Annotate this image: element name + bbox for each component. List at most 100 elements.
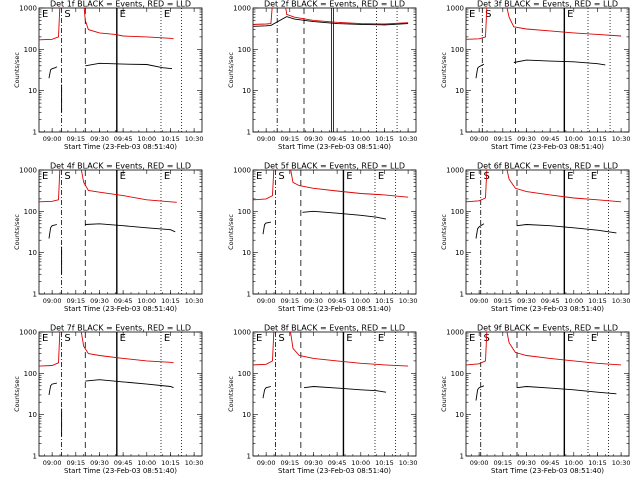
marker-label: S [485, 9, 491, 20]
chart-title: Det 9f BLACK = Events, RED = LLD [477, 324, 618, 333]
series-group [466, 170, 622, 239]
x-tick-label: 09:30 [90, 135, 109, 143]
lld-line [466, 332, 622, 366]
marker-label: E [567, 9, 573, 20]
lld-line [253, 8, 409, 25]
y-axis-label: Counts/sec [13, 376, 21, 412]
corner-label: E [256, 333, 262, 344]
marker-label: E [591, 171, 597, 182]
events-line [48, 66, 58, 79]
x-axis-label: Start Time (23-Feb-03 08:51:40) [64, 143, 177, 151]
events-line [475, 385, 485, 401]
chart-title: Det 2f BLACK = Events, RED = LLD [264, 0, 405, 9]
plot-frame [465, 331, 630, 457]
chart-title: Det 4f BLACK = Events, RED = LLD [50, 162, 191, 171]
x-tick-label: 09:30 [304, 297, 323, 305]
x-tick-label: 10:30 [185, 135, 204, 143]
x-axis-label: Start Time (23-Feb-03 08:51:40) [64, 305, 177, 313]
x-tick-label: 09:00 [43, 459, 62, 467]
x-tick-label: 09:45 [328, 297, 347, 305]
y-tick-label: 100 [238, 46, 251, 54]
y-tick-label: 1000 [233, 167, 251, 175]
chart-panel-6: Det 6f BLACK = Events, RED = LLD 1 10 100 10… [440, 162, 630, 314]
plot-frame [465, 169, 630, 295]
x-tick-label: 10:30 [612, 135, 631, 143]
y-tick-label: 100 [24, 208, 37, 216]
x-tick-label: 10:30 [399, 297, 418, 305]
x-tick-label: 09:00 [43, 135, 62, 143]
y-axis-label: Counts/sec [440, 376, 448, 412]
y-tick-label: 1000 [446, 329, 464, 337]
marker-label: E [120, 9, 126, 20]
x-tick-label: 09:00 [470, 297, 489, 305]
plot-frame [38, 7, 203, 133]
x-axis-label: Start Time (23-Feb-03 08:51:40) [278, 467, 391, 475]
x-tick-label: 10:15 [161, 459, 180, 467]
y-tick-label: 1 [247, 291, 251, 299]
events-line [303, 386, 387, 393]
marker-label: E [120, 171, 126, 182]
y-tick-label: 100 [238, 370, 251, 378]
y-tick-label: 1000 [19, 5, 37, 13]
marker-label: S [278, 333, 284, 344]
y-axis-label: Counts/sec [440, 214, 448, 250]
x-tick-label: 09:45 [114, 135, 133, 143]
y-tick-label: 1000 [19, 167, 37, 175]
chart-panel-9: Det 9f BLACK = Events, RED = LLD 1 10 100 10… [440, 324, 630, 476]
events-line [262, 221, 271, 235]
series-group [253, 8, 409, 27]
x-tick-label: 09:30 [517, 297, 536, 305]
x-tick-label: 10:15 [588, 459, 607, 467]
marker-label: E [567, 333, 573, 344]
y-tick-label: 1000 [233, 329, 251, 337]
y-tick-label: 100 [24, 370, 37, 378]
x-tick-label: 09:30 [304, 135, 323, 143]
marker-label: S [64, 9, 70, 20]
x-tick-label: 09:30 [90, 459, 109, 467]
y-tick-label: 10 [28, 411, 37, 419]
x-tick-label: 10:15 [588, 297, 607, 305]
y-tick-label: 100 [451, 46, 464, 54]
x-tick-label: 09:45 [114, 297, 133, 305]
x-tick-label: 10:00 [137, 459, 156, 467]
x-axis-label: Start Time (23-Feb-03 08:51:40) [491, 305, 604, 313]
x-tick-label: 09:30 [90, 297, 109, 305]
marker-label: S [278, 171, 284, 182]
x-tick-label: 09:15 [66, 135, 85, 143]
x-tick-label: 09:00 [43, 297, 62, 305]
x-tick-label: 10:15 [375, 459, 394, 467]
x-tick-label: 09:45 [541, 459, 560, 467]
chart-title: Det 1f BLACK = Events, RED = LLD [50, 0, 191, 9]
x-tick-label: 10:15 [161, 297, 180, 305]
marker-label: S [64, 333, 70, 344]
marker-label: E [346, 333, 352, 344]
x-tick-label: 10:15 [375, 297, 394, 305]
lld-line [466, 170, 622, 203]
corner-label: E [256, 171, 262, 182]
x-tick-label: 10:30 [612, 459, 631, 467]
x-tick-label: 10:00 [137, 135, 156, 143]
x-tick-label: 09:00 [470, 459, 489, 467]
x-tick-label: 09:15 [280, 459, 299, 467]
marker-label: S [64, 171, 70, 182]
y-axis-label: Counts/sec [13, 214, 21, 250]
x-tick-label: 09:15 [493, 297, 512, 305]
x-tick-label: 09:45 [114, 459, 133, 467]
marker-label: E [164, 9, 170, 20]
x-tick-label: 09:00 [257, 135, 276, 143]
x-tick-label: 09:15 [280, 297, 299, 305]
lld-line [253, 170, 409, 201]
corner-label: E [42, 171, 48, 182]
y-tick-label: 10 [242, 87, 251, 95]
marker-label: E [378, 333, 384, 344]
chart-title: Det 3f BLACK = Events, RED = LLD [477, 0, 618, 9]
series-group [466, 8, 622, 79]
chart-title: Det 7f BLACK = Events, RED = LLD [50, 324, 191, 333]
series-group [39, 8, 174, 113]
corner-label: E [469, 171, 475, 182]
y-tick-label: 1 [460, 129, 464, 137]
x-tick-label: 09:15 [66, 459, 85, 467]
x-tick-label: 09:00 [257, 297, 276, 305]
chart-panel-2: Det 2f BLACK = Events, RED = LLD 1 10 100 10… [227, 0, 417, 151]
lld-line [39, 170, 177, 203]
